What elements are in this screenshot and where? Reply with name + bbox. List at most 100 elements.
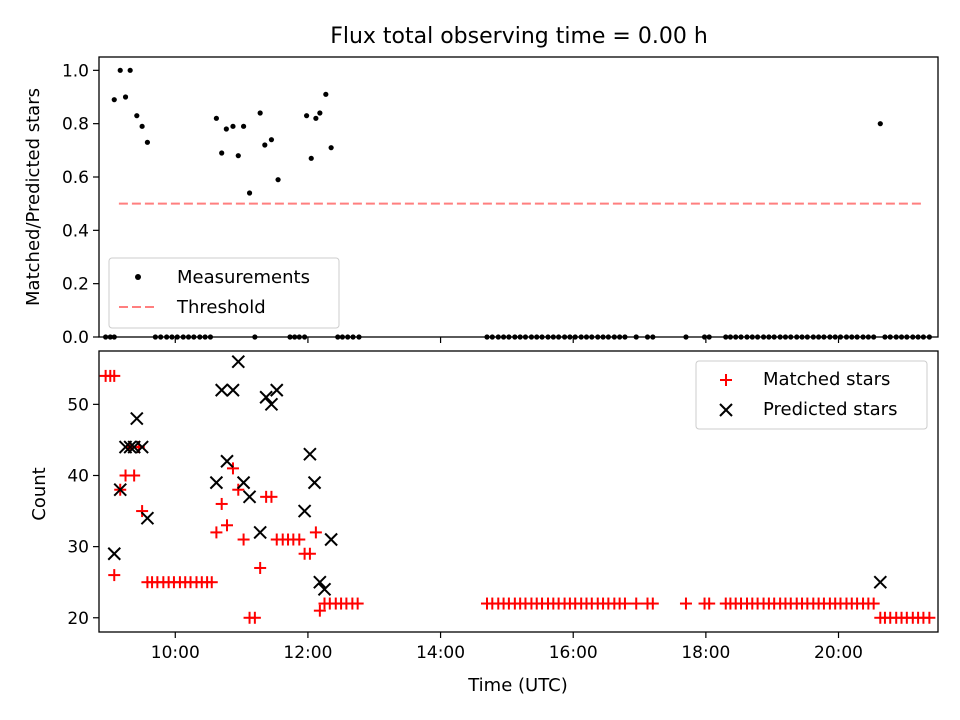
predicted-stars-point-b: [135, 440, 149, 454]
matched-stars-point: [108, 369, 121, 382]
x-tick-label: 10:00: [151, 643, 200, 663]
predicted-stars-point: [307, 475, 322, 490]
matched-stars-point: [867, 597, 880, 610]
matched-stars-point: [351, 597, 364, 610]
measurements-point: [111, 97, 117, 103]
predicted-stars-point-b: [107, 547, 121, 561]
y-tick-label: 40: [67, 466, 89, 486]
predicted-stars-point-b: [123, 440, 137, 454]
x-tick-label: 16:00: [549, 643, 598, 663]
ratio-legend-frame: [108, 257, 340, 329]
predicted-stars-point: [324, 532, 338, 547]
matched-stars-point: [232, 483, 245, 496]
predicted-stars-point: [313, 575, 327, 589]
y-tick-label: 0.6: [62, 168, 89, 188]
predicted-stars-point: [130, 411, 144, 426]
predicted-stars-point: [242, 490, 257, 504]
y-tick-label: 0.4: [62, 221, 89, 241]
matched-stars-point: [210, 526, 223, 539]
y-tick-label: 20: [67, 609, 89, 629]
matched-stars-point: [136, 505, 149, 518]
threshold-legend-label: Threshold: [176, 297, 266, 318]
ratio-legend: Measurements Threshold: [108, 257, 340, 329]
predicted-stars-point-b: [242, 490, 257, 504]
predicted-stars-point-b: [226, 383, 240, 397]
count-y-ticks: 20 30 40 50: [67, 395, 99, 629]
predicted-stars-point-b: [259, 390, 273, 404]
predicted-stars-point: [264, 397, 279, 412]
predicted-stars-point: [113, 483, 127, 497]
predicted-stars-point: [303, 447, 317, 461]
matched-stars-point: [205, 576, 218, 589]
y-tick-label: 0.2: [62, 275, 89, 295]
predicted-stars-point-b: [231, 354, 245, 369]
y-tick-label: 30: [67, 538, 89, 558]
predicted-stars-point: [317, 582, 332, 597]
ratio-y-axis-label: Matched/Predicted stars: [23, 88, 44, 306]
matched-stars-point: [265, 490, 278, 503]
predicted-stars-point-b: [264, 397, 279, 412]
matched-stars-point: [226, 462, 239, 475]
predicted-stars-point: [209, 475, 224, 490]
measurements-point: [268, 137, 275, 143]
count-panel: 10:00 12:00 14:00 16:00 18:00 20:00 20304050 …: [29, 350, 939, 696]
matched-stars-point: [248, 611, 261, 624]
matched-stars-point: [618, 597, 631, 610]
measurements-point: [240, 123, 247, 129]
count-legend: Matched stars Predicted stars: [695, 360, 928, 430]
matched-stars-point: [221, 519, 234, 532]
predicted-stars-point-b: [113, 483, 127, 497]
measurements-point: [213, 115, 219, 121]
measurements-point: [144, 139, 151, 145]
matched-stars-point: [703, 597, 716, 610]
measurements-point: [127, 67, 133, 73]
y-tick-label: 50: [67, 395, 89, 415]
matched-stars-legend-label: Matched stars: [763, 369, 890, 390]
ratio-panel: 0.0 0.2 0.4 0.6 0.8 1.0 Matched/Predicted sta…: [23, 56, 939, 348]
measurements-point: [262, 142, 268, 148]
predicted-stars-point-b: [130, 411, 144, 426]
predicted-stars-point: [226, 383, 240, 397]
predicted-stars-point-b: [317, 582, 332, 597]
predicted-stars-point-b: [324, 532, 338, 547]
count-y-axis-label: Count: [29, 467, 50, 520]
y-tick-label: 0.0: [62, 328, 89, 348]
predicted-stars-point: [220, 454, 234, 468]
predicted-stars-point-b: [303, 447, 317, 461]
predicted-stars-point-b: [313, 575, 327, 589]
measurements-point: [303, 113, 310, 119]
measurements-point: [328, 145, 334, 151]
matched-stars-point: [679, 597, 692, 610]
count-x-axis-label: Time (UTC): [467, 675, 568, 696]
measurements-point: [223, 126, 229, 132]
predicted-stars-point-b: [253, 525, 267, 540]
measurements-point: [230, 123, 236, 129]
x-tick-label: 20:00: [814, 643, 863, 663]
measurements-point: [246, 190, 253, 196]
matched-stars-point: [215, 497, 228, 510]
predicted-stars-point-b: [220, 454, 234, 468]
predicted-stars-point-b: [140, 511, 155, 525]
measurements-point: [308, 155, 314, 161]
predicted-stars-point-b: [236, 475, 251, 490]
matched-stars-legend-marker: [720, 374, 732, 386]
predicted-stars-point-b: [209, 475, 224, 490]
matched-stars-point: [293, 533, 306, 546]
measurements-legend-marker: [135, 274, 141, 280]
matched-stars-point: [254, 561, 267, 574]
predicted-stars-point: [873, 575, 888, 589]
measurements-point: [122, 94, 129, 100]
measurements-point: [235, 153, 241, 159]
predicted-stars-point: [135, 440, 149, 454]
x-tick-label: 14:00: [416, 643, 465, 663]
predicted-stars-point: [107, 547, 121, 561]
measurements-point: [117, 67, 123, 73]
matched-stars-point: [303, 547, 316, 560]
predicted-stars-point: [259, 390, 273, 404]
measurements-point: [317, 110, 323, 116]
matched-stars-point: [237, 533, 250, 546]
x-tick-label: 18:00: [681, 643, 730, 663]
measurements-point: [313, 115, 319, 121]
x-tick-label: 12:00: [283, 643, 332, 663]
